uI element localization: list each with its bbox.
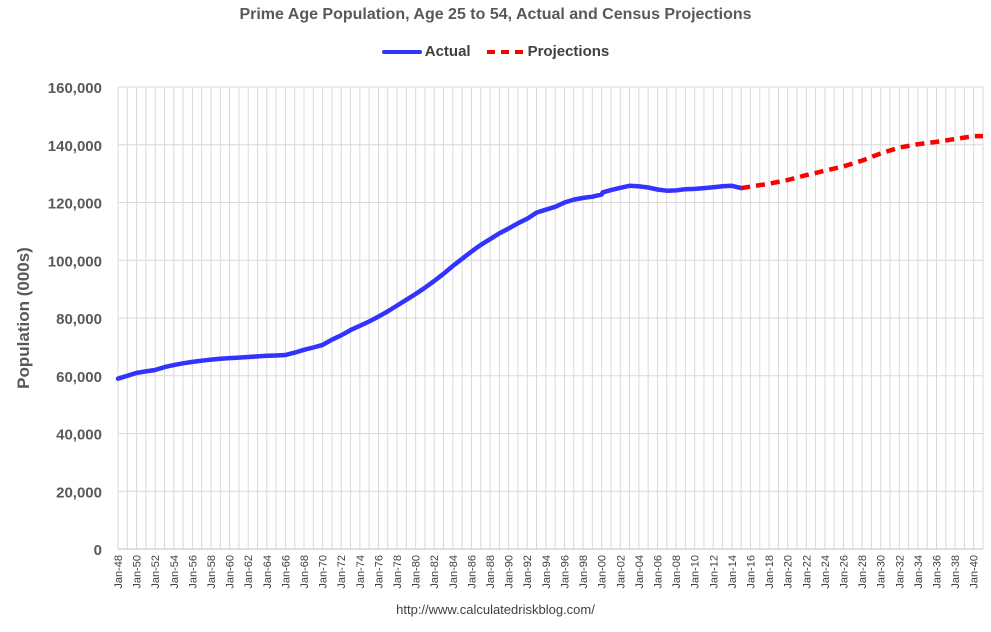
x-tick-label: Jan-30 [876,555,888,589]
x-tick-label: Jan-80 [411,555,423,589]
x-tick-label: Jan-24 [820,555,832,589]
legend-item-actual: Actual [381,43,471,60]
y-tick-label: 40,000 [56,427,102,444]
x-tick-label: Jan-92 [522,555,534,589]
x-tick-label: Jan-50 [132,555,144,589]
x-tick-label: Jan-48 [113,555,125,589]
x-tick-label: Jan-34 [913,555,925,589]
y-tick-labels: 0 20,000 40,000 60,000 80,000 100,000 120,000 1… [48,80,102,559]
y-tick-label: 80,000 [56,311,102,328]
x-tick-label: Jan-98 [578,555,590,589]
legend-label-projections: Projections [527,43,610,60]
legend-swatch-actual [381,49,422,54]
x-tick-label: Jan-20 [783,555,795,589]
x-tick-label: Jan-22 [801,555,813,589]
x-tick-label: Jan-88 [485,555,497,589]
x-tick-label: Jan-96 [559,555,571,589]
x-tick-label: Jan-74 [355,555,367,589]
y-tick-label: 120,000 [48,196,102,213]
series-lines [115,133,983,381]
x-tick-label: Jan-64 [262,555,274,589]
x-tick-label: Jan-12 [708,555,720,589]
x-tick-label: Jan-84 [448,555,460,589]
y-tick-label: 0 [94,542,102,559]
x-tick-label: Jan-02 [615,555,627,589]
x-tick-label: Jan-52 [150,555,162,589]
x-tick-label: Jan-00 [597,555,609,589]
legend: Actual Projections [0,43,991,60]
x-tick-label: Jan-68 [299,555,311,589]
x-tick-label: Jan-62 [243,555,255,589]
chart-title: Prime Age Population, Age 25 to 54, Actu… [239,6,752,23]
x-tick-label: Jan-90 [504,555,516,589]
x-tick-label: Jan-14 [727,555,739,589]
x-tick-label: Jan-40 [969,555,981,589]
x-tick-label: Jan-36 [931,555,943,589]
x-tick-label: Jan-38 [950,555,962,589]
x-tick-label: Jan-04 [634,555,646,589]
y-tick-label: 60,000 [56,369,102,386]
x-tick-label: Jan-76 [373,555,385,589]
y-tick-label: 160,000 [48,80,102,97]
y-tick-label: 140,000 [48,138,102,155]
source-url: http://www.calculatedriskblog.com/ [396,602,595,617]
x-tick-label: Jan-08 [671,555,683,589]
x-tick-label: Jan-18 [764,555,776,589]
x-tick-label: Jan-66 [280,555,292,589]
x-tick-label: Jan-72 [336,555,348,589]
x-tick-label: Jan-28 [857,555,869,589]
legend-label-actual: Actual [424,43,471,60]
legend-swatch-projections [486,49,523,54]
x-tick-label: Jan-26 [838,555,850,589]
series-line-actual [115,183,744,381]
x-tick-label: Jan-78 [392,555,404,589]
x-tick-label: Jan-58 [206,555,218,589]
x-tick-label: Jan-60 [225,555,237,589]
x-tick-label: Jan-06 [652,555,664,589]
x-tick-labels: Jan-48 Jan-50 Jan-52 Jan-54 Jan-56 Jan-58 Jan-… [113,555,981,589]
series-line-projections [740,133,983,191]
legend-item-projections: Projections [485,43,610,60]
x-tick-label: Jan-32 [894,555,906,589]
x-tick-label: Jan-86 [466,555,478,589]
horizontal-gridlines [118,86,983,550]
y-tick-label: 100,000 [48,253,102,270]
x-tick-label: Jan-82 [429,555,441,589]
x-tick-label: Jan-56 [187,555,199,589]
x-tick-label: Jan-94 [541,555,553,589]
x-tick-label: Jan-70 [318,555,330,589]
x-tick-label: Jan-16 [745,555,757,589]
y-tick-label: 20,000 [56,484,102,501]
x-tick-label: Jan-10 [690,555,702,589]
x-tick-label: Jan-54 [169,555,181,589]
